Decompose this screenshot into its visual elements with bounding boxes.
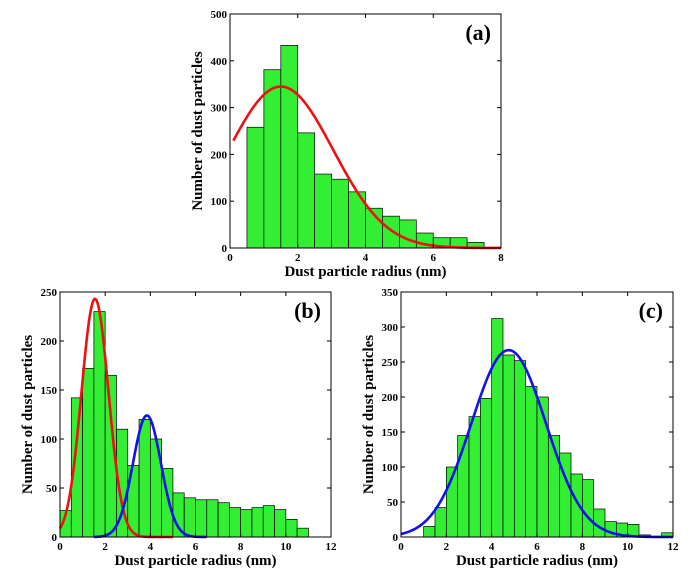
histogram-bar	[274, 509, 287, 538]
panel-label-b: (b)	[294, 298, 321, 323]
x-tick-label: 2	[444, 541, 450, 553]
y-tick-label: 300	[211, 103, 228, 115]
histogram-bar	[525, 386, 538, 538]
histogram-bar	[195, 499, 208, 538]
x-tick-label: 6	[193, 541, 199, 553]
histogram-bar	[285, 519, 298, 538]
histogram-bar	[399, 219, 417, 249]
x-tick-label: 0	[227, 252, 233, 264]
y-tick-label: 200	[382, 392, 399, 404]
y-tick-label: 400	[211, 56, 228, 68]
y-axis-label-a: Number of dust particles	[190, 51, 206, 210]
fit-curves-a	[232, 85, 502, 250]
y-axis-label-b: Number of dust particles	[20, 335, 36, 494]
panel-b: 0 2 4 6 8 10 12 0 50 100 150 200 250 (b) Dust partic…	[20, 287, 337, 569]
y-tick-label: 350	[382, 287, 399, 299]
panel-label-a: (a)	[465, 20, 491, 45]
histogram-bar	[229, 507, 242, 538]
histogram-bar	[280, 45, 299, 249]
x-tick-label: 10	[280, 541, 292, 553]
histogram-bar	[491, 318, 504, 538]
y-tick-label: 100	[382, 462, 399, 474]
x-tick-label: 8	[238, 541, 244, 553]
y-tick-label: 50	[46, 483, 58, 495]
histogram-bar	[296, 527, 309, 538]
histogram-bar	[251, 507, 264, 538]
y-tick-label: 200	[211, 149, 228, 161]
y-tick-label: 100	[211, 196, 228, 208]
y-tick-label: 500	[211, 9, 228, 21]
y-tick-label: 150	[41, 385, 58, 397]
y-tick-label: 100	[41, 434, 58, 446]
histogram-bar	[263, 69, 282, 249]
ticks-b: 0 2 4 6 8 10 12 0 50 100 150 200 250	[41, 287, 338, 553]
x-axis-label-b: Dust particle radius (nm)	[114, 553, 276, 569]
y-tick-label: 0	[222, 243, 228, 255]
y-axis-label-c: Number of dust particles	[361, 335, 377, 494]
histogram-bar	[217, 502, 230, 538]
histogram-bar	[513, 360, 527, 538]
x-tick-label: 10	[622, 541, 634, 553]
x-tick-label: 12	[668, 541, 680, 553]
x-tick-label: 0	[398, 541, 404, 553]
panel-c: 0 2 4 6 8 10 12 0 50 100 150 200 250 300 350 (c) Dust …	[361, 287, 679, 569]
x-tick-label: 4	[489, 541, 495, 553]
histogram-bar	[502, 354, 515, 538]
histogram-bar	[423, 526, 436, 538]
x-axis-label-a: Dust particle radius (nm)	[284, 264, 446, 280]
y-tick-label: 150	[382, 427, 399, 439]
histogram-bar	[183, 497, 196, 538]
histogram-bar	[246, 126, 265, 249]
x-tick-label: 8	[498, 252, 504, 264]
ticks-c: 0 2 4 6 8 10 12 0 50 100 150 200 250 300 350	[382, 287, 680, 553]
histogram-bar	[262, 505, 275, 538]
x-tick-label: 6	[534, 541, 540, 553]
histogram-bar	[536, 396, 549, 538]
x-tick-label: 2	[295, 252, 301, 264]
histogram-bar	[138, 419, 151, 538]
x-tick-label: 2	[102, 541, 108, 553]
y-tick-label: 250	[382, 357, 399, 369]
y-tick-label: 300	[382, 322, 399, 334]
histogram-bar	[382, 215, 400, 249]
histogram-bar	[331, 178, 349, 249]
histogram-bar	[82, 368, 95, 538]
gaussian-fit-curve	[93, 414, 207, 539]
histogram-bar	[297, 132, 316, 249]
x-tick-label: 4	[148, 541, 154, 553]
x-tick-label: 6	[431, 252, 437, 264]
gaussian-fit-curve	[232, 85, 502, 250]
histogram-bar	[206, 499, 219, 538]
x-axis-label-c: Dust particle radius (nm)	[456, 553, 618, 569]
y-tick-label: 50	[387, 497, 399, 509]
y-tick-label: 200	[41, 336, 58, 348]
panel-a: 0 2 4 6 8 0 100 200 300 400 500 (a) Dust particle …	[190, 9, 504, 280]
ticks-a: 0 2 4 6 8 0 100 200 300 400 500	[211, 9, 505, 264]
x-tick-label: 12	[326, 541, 338, 553]
histogram-bar	[581, 479, 595, 538]
x-tick-label: 8	[580, 541, 586, 553]
histogram-bar	[479, 398, 493, 538]
histogram-bar	[434, 507, 447, 538]
histogram-bar	[314, 173, 332, 249]
histogram-bar	[468, 416, 481, 538]
y-tick-label: 250	[41, 287, 58, 299]
panel-label-c: (c)	[639, 298, 663, 323]
histogram-a	[246, 45, 485, 249]
histogram-bar	[240, 509, 253, 538]
y-tick-label: 0	[52, 532, 58, 544]
histogram-b	[59, 311, 309, 538]
y-tick-label: 0	[393, 532, 399, 544]
x-tick-label: 0	[57, 541, 63, 553]
x-tick-label: 4	[363, 252, 369, 264]
